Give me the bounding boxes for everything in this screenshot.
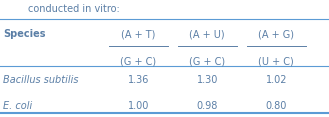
Text: E. coli: E. coli [3, 101, 33, 111]
Text: (U + C): (U + C) [259, 56, 294, 66]
Text: 1.30: 1.30 [197, 75, 218, 85]
Text: (G + C): (G + C) [189, 56, 225, 66]
Text: (A + G): (A + G) [258, 29, 294, 39]
Text: Species: Species [3, 29, 46, 39]
Text: 1.02: 1.02 [266, 75, 287, 85]
Text: 0.98: 0.98 [197, 101, 218, 111]
Text: conducted in vitro:: conducted in vitro: [28, 4, 120, 13]
Text: (G + C): (G + C) [120, 56, 156, 66]
Text: (A + U): (A + U) [190, 29, 225, 39]
Text: (A + T): (A + T) [121, 29, 155, 39]
Text: 0.80: 0.80 [266, 101, 287, 111]
Text: Bacillus subtilis: Bacillus subtilis [3, 75, 79, 85]
Text: 1.36: 1.36 [128, 75, 149, 85]
Text: 1.00: 1.00 [128, 101, 149, 111]
